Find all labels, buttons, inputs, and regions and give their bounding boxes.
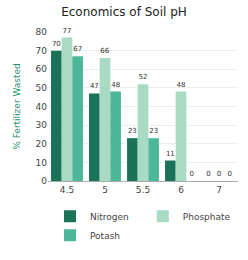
svg-text:77: 77 [63,27,72,35]
svg-text:48: 48 [111,81,120,89]
svg-text:40: 40 [36,102,48,112]
svg-text:Nitrogen: Nitrogen [90,212,129,222]
svg-text:5.5: 5.5 [136,185,150,195]
svg-text:67: 67 [73,45,82,53]
svg-text:0: 0 [41,176,47,186]
svg-text:0: 0 [206,170,210,178]
svg-text:80: 80 [36,27,48,37]
svg-text:47: 47 [90,82,99,90]
svg-text:6: 6 [178,185,184,195]
svg-text:4.5: 4.5 [60,185,74,195]
svg-text:70: 70 [36,46,48,56]
svg-text:60: 60 [36,64,48,74]
svg-text:70: 70 [52,40,61,48]
svg-text:0: 0 [189,170,193,178]
svg-text:23: 23 [128,127,137,135]
svg-text:0: 0 [227,170,231,178]
svg-text:5: 5 [102,185,108,195]
svg-text:10: 10 [36,158,48,168]
svg-text:Potash: Potash [90,231,120,241]
svg-text:52: 52 [139,73,148,81]
svg-text:% Fertilizer Wasted: % Fertilizer Wasted [12,63,22,150]
svg-text:0: 0 [217,170,221,178]
svg-text:66: 66 [100,47,109,55]
svg-text:11: 11 [166,150,175,158]
svg-text:23: 23 [149,127,158,135]
svg-text:50: 50 [36,83,48,93]
svg-text:Economics of Soil pH: Economics of Soil pH [61,5,187,19]
svg-text:20: 20 [36,139,48,149]
svg-text:7: 7 [216,185,222,195]
svg-text:Phosphate: Phosphate [183,212,231,222]
svg-text:48: 48 [177,81,186,89]
svg-text:30: 30 [36,120,48,130]
